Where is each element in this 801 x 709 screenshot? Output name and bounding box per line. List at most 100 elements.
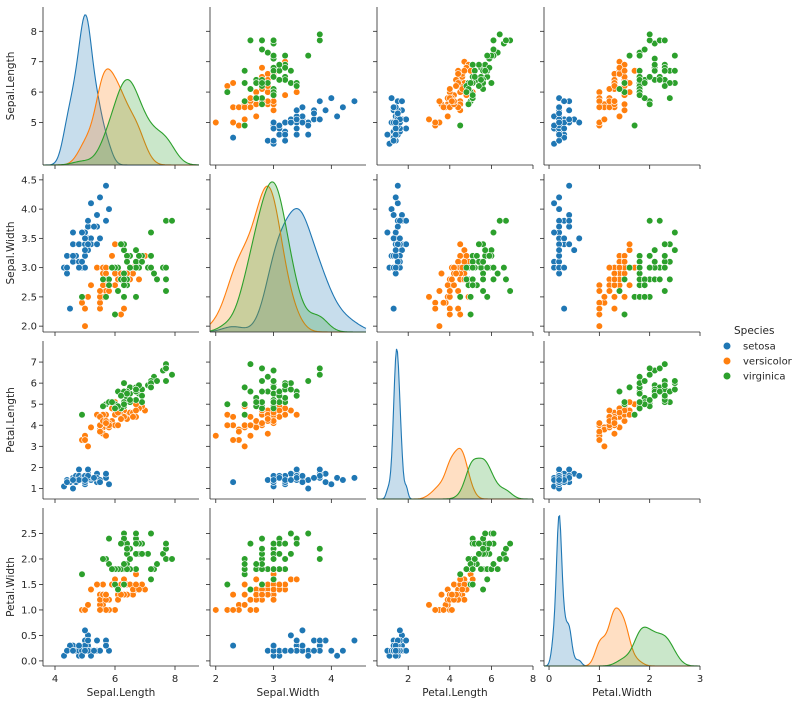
scatter-point-virginica [489, 228, 498, 237]
scatter-point-setosa [565, 106, 573, 114]
scatter-point-virginica [162, 275, 170, 283]
scatter-point-virginica [78, 570, 86, 578]
scatter-point-virginica [502, 555, 510, 563]
scatter-point-virginica [456, 570, 464, 578]
scatter-point-virginica [471, 555, 479, 563]
scatter-point-versicolor [96, 606, 104, 614]
panel-sepal-length-vs-sepal-width [206, 7, 366, 169]
scatter-point-setosa [298, 118, 307, 127]
scatter-point-setosa [327, 94, 335, 102]
scatter-point-versicolor [595, 97, 603, 105]
scatter-point-virginica [661, 67, 669, 75]
scatter-point-virginica [496, 217, 504, 225]
scatter-point-versicolor [620, 258, 629, 266]
kde-fill-versicolor [544, 607, 700, 666]
scatter-point-virginica [620, 398, 629, 406]
x-axis-label: Sepal.Length [87, 687, 156, 699]
scatter-point-virginica [241, 411, 249, 419]
scatter-point-setosa [93, 211, 101, 219]
scatter-point-virginica [630, 411, 639, 419]
scatter-point-setosa [102, 182, 110, 190]
scatter-point-versicolor [223, 421, 231, 429]
scatter-point-setosa [402, 124, 410, 133]
scatter-point-virginica [489, 529, 498, 538]
scatter-point-virginica [264, 48, 272, 57]
scatter-point-setosa [93, 636, 101, 645]
scatter-point-virginica [162, 217, 170, 225]
scatter-point-setosa [304, 121, 312, 130]
scatter-point-virginica [625, 383, 634, 391]
scatter-point-virginica [105, 281, 113, 289]
scatter-point-setosa [555, 465, 563, 474]
scatter-point-versicolor [269, 106, 278, 114]
scatter-point-versicolor [246, 606, 255, 614]
scatter-point-virginica [162, 377, 170, 385]
scatter-point-versicolor [93, 580, 101, 589]
scatter-point-virginica [162, 287, 170, 295]
scatter-point-virginica [646, 73, 654, 81]
scatter-point-virginica [132, 396, 140, 404]
scatter-point-versicolor [229, 79, 237, 87]
scatter-point-virginica [258, 387, 266, 396]
scatter-point-virginica [168, 371, 176, 379]
scatter-point-setosa [383, 228, 392, 237]
scatter-point-versicolor [600, 442, 608, 450]
scatter-point-virginica [269, 67, 278, 75]
kde-fill-virginica [210, 181, 366, 332]
legend-label-setosa: setosa [743, 342, 776, 353]
scatter-point-setosa [555, 246, 563, 254]
scatter-point-virginica [661, 240, 669, 248]
scatter-point-virginica [287, 550, 295, 558]
scatter-point-versicolor [84, 601, 92, 609]
scatter-point-virginica [269, 555, 278, 563]
scatter-point-virginica [481, 246, 489, 254]
scatter-point-virginica [620, 310, 629, 319]
scatter-point-setosa [555, 109, 563, 117]
scatter-point-setosa [96, 193, 104, 202]
scatter-point-virginica [641, 281, 649, 289]
scatter-point-versicolor [102, 432, 110, 440]
scatter-point-versicolor [281, 91, 289, 99]
scatter-point-setosa [75, 476, 83, 484]
scatter-point-setosa [390, 304, 398, 313]
scatter-point-virginica [661, 360, 669, 368]
scatter-point-setosa [392, 647, 400, 655]
scatter-point-virginica [641, 45, 649, 54]
x-axis-label: Sepal.Width [257, 687, 320, 699]
scatter-point-setosa [310, 647, 318, 655]
scatter-point-setosa [293, 131, 301, 139]
y-tick-label: 3.0 [21, 263, 37, 274]
scatter-point-versicolor [610, 293, 619, 301]
scatter-point-virginica [671, 52, 679, 60]
legend-marker-virginica [722, 371, 732, 381]
scatter-point-virginica [281, 555, 289, 563]
scatter-point-versicolor [258, 64, 266, 72]
scatter-point-versicolor [132, 406, 140, 415]
scatter-point-virginica [120, 400, 128, 408]
scatter-point-virginica [502, 36, 510, 45]
scatter-point-versicolor [108, 252, 116, 260]
scatter-point-virginica [651, 246, 659, 254]
scatter-point-versicolor [293, 411, 301, 419]
scatter-point-setosa [93, 240, 101, 248]
panel-sepal-length-vs-petal-length [373, 7, 534, 169]
scatter-point-virginica [168, 217, 176, 225]
scatter-point-virginica [481, 67, 489, 75]
scatter-point-versicolor [605, 264, 614, 272]
scatter-point-virginica [651, 67, 659, 75]
scatter-point-virginica [258, 100, 266, 108]
scatter-point-setosa [555, 103, 563, 111]
scatter-point-versicolor [84, 293, 92, 301]
scatter-point-setosa [81, 246, 89, 254]
scatter-point-setosa [565, 240, 573, 248]
scatter-point-setosa [90, 647, 98, 655]
scatter-point-virginica [275, 61, 283, 69]
kde-fill-setosa [544, 515, 700, 666]
scatter-point-virginica [132, 550, 140, 558]
scatter-point-virginica [252, 94, 260, 102]
scatter-point-setosa [105, 205, 113, 213]
kde-fill-setosa [210, 208, 366, 332]
scatter-point-virginica [241, 97, 249, 105]
scatter-point-setosa [87, 199, 95, 207]
scatter-point-setosa [560, 234, 568, 242]
